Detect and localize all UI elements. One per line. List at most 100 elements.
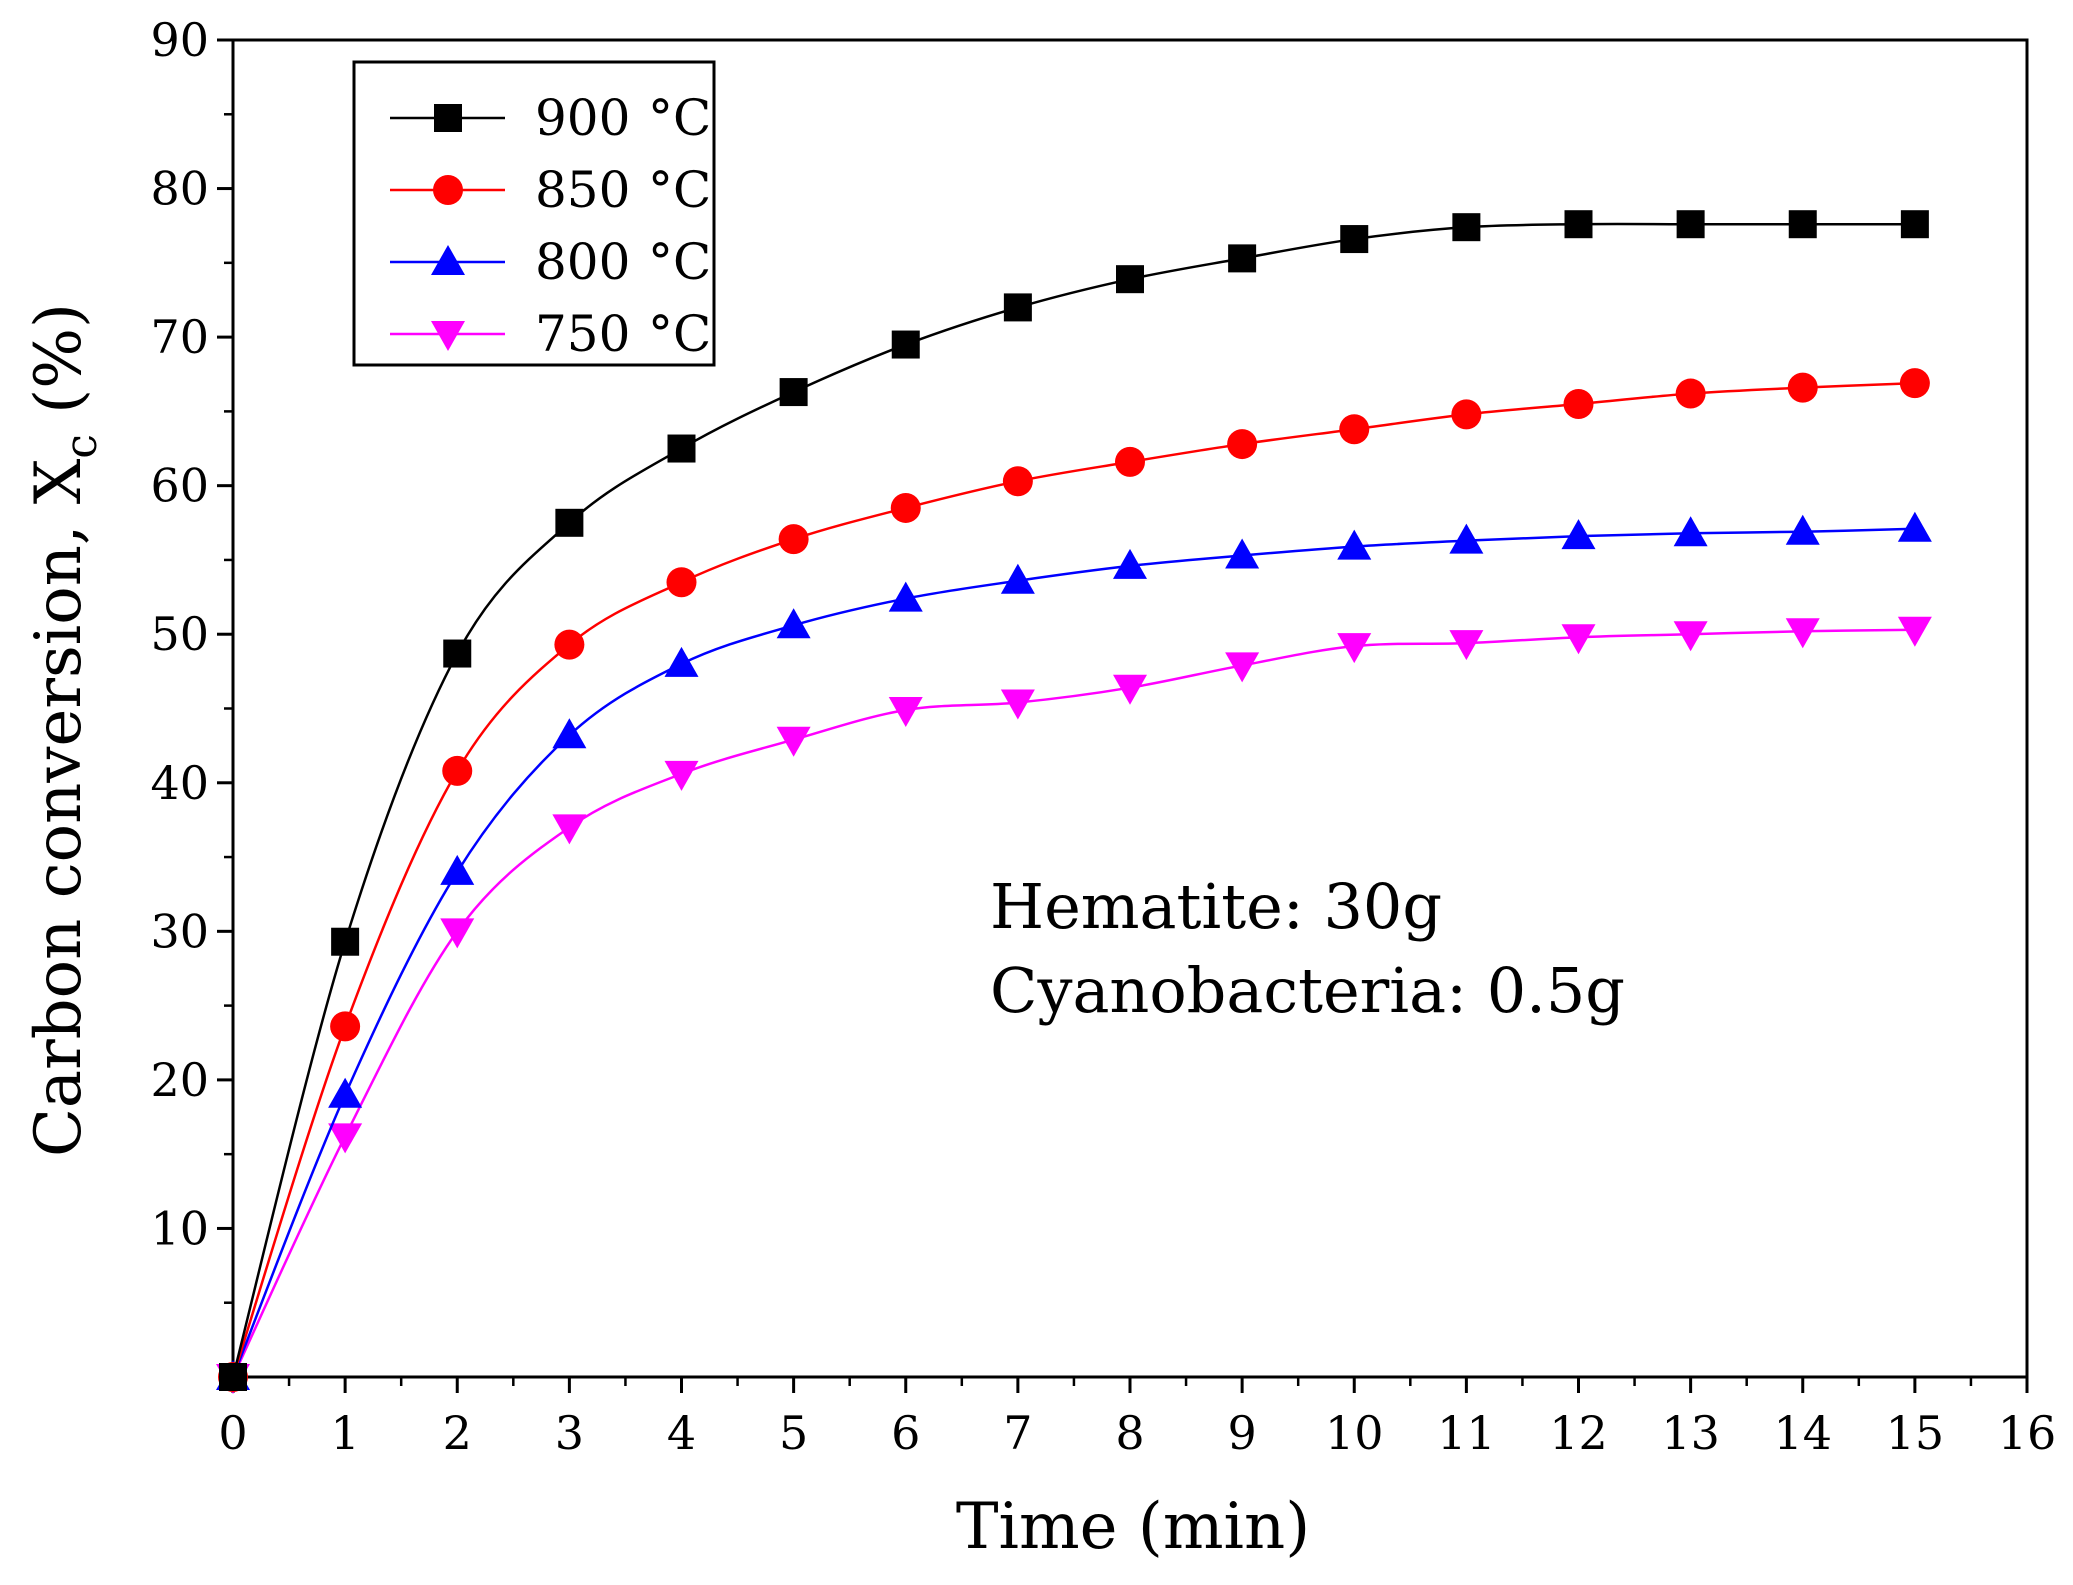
x-tick-label: 7 [1003, 1406, 1032, 1460]
series-line-850 [231, 381, 1915, 1378]
x-tick-label: 13 [1661, 1406, 1720, 1460]
data-point-750 [1561, 624, 1596, 655]
data-point-800 [1000, 563, 1035, 594]
data-point-850 [1227, 429, 1258, 460]
x-tick-label: 4 [667, 1406, 696, 1460]
series-line-900 [231, 222, 1915, 1378]
x-tick-label: 5 [779, 1406, 808, 1460]
legend-marker [431, 245, 465, 275]
y-axis-title-subscript: c [56, 434, 107, 459]
data-point-850 [1787, 372, 1818, 403]
y-tick-label: 50 [150, 607, 209, 661]
y-axis-title-main: Carbon conversion, X [22, 458, 96, 1157]
series-group [216, 210, 1932, 1394]
data-point-900 [1003, 293, 1032, 322]
y-tick-label: 20 [150, 1053, 209, 1107]
data-point-900 [1340, 225, 1369, 254]
data-point-850 [1451, 399, 1482, 430]
annotation-cyanobacteria: Cyanobacteria: 0.5g [990, 954, 1625, 1027]
data-point-850 [1002, 466, 1033, 497]
data-point-750 [1785, 618, 1820, 649]
y-tick-label: 80 [150, 162, 209, 216]
legend-unit: °C [648, 89, 711, 147]
x-axis-title: Time (min) [956, 1490, 1310, 1564]
data-point-750 [552, 814, 587, 845]
data-point-850 [666, 567, 697, 598]
y-tick-label: 60 [150, 459, 209, 513]
x-tick-label: 2 [443, 1406, 472, 1460]
legend: 900 °C 850 °C 800 °C 750 °C [352, 60, 716, 367]
legend-marker [431, 321, 465, 351]
x-tick-label: 6 [891, 1406, 920, 1460]
data-point-800 [1113, 548, 1147, 579]
data-point-850 [890, 492, 921, 523]
data-point-850 [1899, 368, 1930, 399]
legend-unit: °C [648, 305, 711, 363]
legend-label: 900 [535, 89, 630, 147]
data-point-800 [664, 646, 699, 677]
data-point-900 [667, 434, 696, 463]
data-point-750 [1113, 674, 1147, 705]
legend-box [352, 60, 716, 367]
data-point-850 [330, 1011, 361, 1042]
data-point-850 [1563, 388, 1594, 419]
legend-marker [434, 104, 462, 132]
data-point-800 [1225, 538, 1260, 569]
legend-label: 750 [535, 305, 630, 363]
data-point-750 [1000, 689, 1035, 720]
data-point-900 [779, 378, 808, 407]
data-point-800 [1337, 529, 1372, 560]
data-point-750 [1897, 616, 1932, 647]
data-point-750 [1337, 633, 1372, 664]
data-point-900 [555, 508, 584, 537]
data-point-900 [1788, 210, 1817, 239]
data-point-750 [1673, 621, 1708, 652]
x-tick-label: 15 [1886, 1406, 1945, 1460]
x-tick-label: 1 [330, 1406, 359, 1460]
data-point-900 [891, 330, 920, 359]
data-point-750 [328, 1123, 363, 1154]
data-point-850 [1115, 446, 1145, 477]
legend-label: 850 [535, 161, 630, 219]
data-point-900 [1452, 213, 1481, 242]
data-point-800 [1449, 523, 1484, 554]
data-point-750 [776, 726, 811, 757]
x-tick-label: 8 [1115, 1406, 1144, 1460]
legend-label: 800 [535, 233, 630, 291]
y-tick-label: 90 [150, 13, 209, 67]
data-point-750 [664, 760, 699, 791]
data-point-750 [1225, 652, 1260, 683]
data-point-800 [1561, 519, 1596, 550]
y-axis-title-unit: (%) [22, 303, 96, 434]
data-point-850 [778, 524, 809, 555]
data-point-800 [888, 581, 923, 612]
x-tick-label: 16 [1998, 1406, 2057, 1460]
data-point-850 [1675, 378, 1706, 409]
x-tick-label: 0 [218, 1406, 247, 1460]
data-point-800 [440, 854, 475, 885]
data-point-900 [1228, 244, 1257, 273]
legend-unit: °C [648, 233, 711, 291]
legend-unit: °C [648, 161, 711, 219]
data-point-900 [331, 927, 360, 956]
x-tick-label: 10 [1325, 1406, 1384, 1460]
data-point-900 [219, 1363, 247, 1391]
data-point-750 [440, 918, 475, 949]
x-tick-label: 12 [1549, 1406, 1608, 1460]
data-point-800 [1897, 511, 1932, 542]
legend-marker [433, 175, 463, 205]
data-point-800 [776, 608, 811, 639]
y-tick-label: 10 [150, 1201, 209, 1255]
data-point-800 [1673, 516, 1708, 547]
x-tick-label: 3 [555, 1406, 584, 1460]
data-point-850 [1339, 414, 1370, 445]
data-point-900 [1564, 210, 1593, 239]
data-point-750 [888, 696, 923, 727]
data-point-850 [442, 755, 473, 786]
annotation-hematite: Hematite: 30g [990, 870, 1442, 943]
y-tick-label: 40 [150, 756, 209, 810]
data-point-800 [328, 1077, 363, 1108]
